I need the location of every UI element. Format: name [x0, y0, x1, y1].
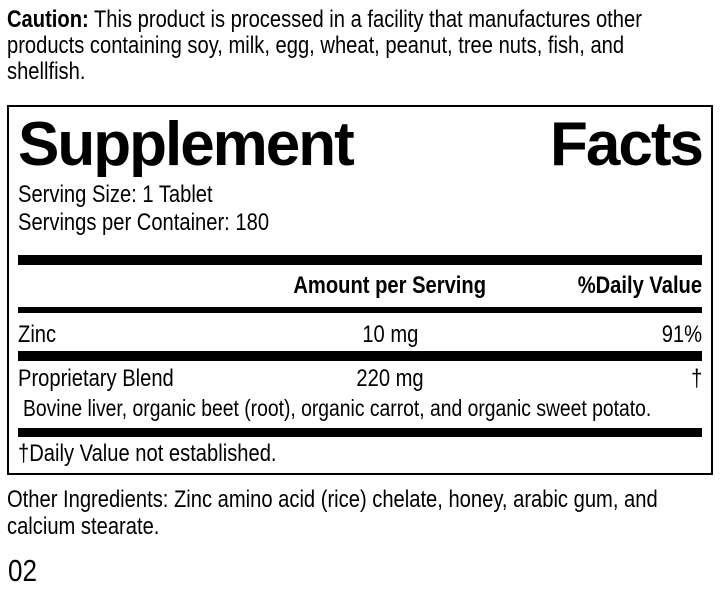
caution-label: Caution: [7, 6, 89, 33]
nutrient-row-zinc: Zinc 10 mg 91% [18, 323, 702, 347]
serving-size-line: Serving Size: 1 Tablet [18, 181, 213, 208]
caution-line-1: Caution: This product is processed in a … [7, 7, 720, 33]
daily-value-header: %Daily Value [577, 272, 702, 299]
servings-per-container-line: Servings per Container: 180 [18, 209, 270, 236]
caution-line-2: products containing soy, milk, egg, whea… [7, 32, 625, 59]
nutrient-name: Proprietary Blend [18, 365, 174, 392]
amount-per-serving-header: Amount per Serving [293, 272, 487, 299]
nutrient-name: Zinc [18, 321, 57, 348]
caution-line-3: shellfish. [7, 58, 86, 85]
daily-value-footnote: †Daily Value not established. [18, 440, 277, 467]
nutrient-amount: 220 mg [356, 365, 424, 392]
footer-code: 02 [8, 553, 37, 588]
facts-header-row: Amount per Serving %Daily Value [18, 273, 702, 299]
other-ingredients-paragraph: Other Ingredients: Zinc amino acid (rice… [7, 486, 720, 540]
divider-bar-thick-mid [18, 351, 702, 361]
other-ingredients-line-2: calcium stearate. [7, 513, 160, 540]
supplement-facts-panel: Supplement Facts Serving Size: 1 Tablet … [7, 105, 713, 475]
caution-paragraph: Caution: This product is processed in a … [7, 7, 720, 85]
blend-components-line: Bovine liver, organic beet (root), organ… [23, 395, 652, 421]
other-ingredients-line-1: Other Ingredients: Zinc amino acid (rice… [7, 486, 658, 513]
caution-text: This product is processed in a facility … [93, 6, 642, 33]
nutrient-daily-value-dagger: † [690, 365, 702, 392]
nutrient-amount: 10 mg [361, 321, 419, 348]
divider-bar-thick-top [18, 255, 702, 265]
nutrient-row-proprietary-blend: Proprietary Blend 220 mg † [18, 366, 702, 392]
divider-bar-medium [18, 307, 702, 313]
supplement-facts-title: Supplement Facts [18, 113, 702, 177]
divider-bar-thick-bottom [18, 428, 702, 437]
nutrient-daily-value: 91% [661, 321, 702, 348]
